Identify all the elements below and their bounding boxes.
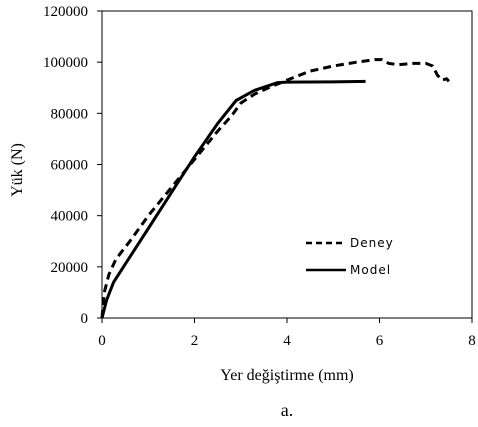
series-deney-line [100,58,451,319]
figure-caption: a. [281,400,294,420]
x-tick-label: 0 [98,333,106,349]
y-tick-label: 100000 [43,55,88,71]
y-tick-label: 120000 [43,4,88,20]
x-tick-label: 2 [191,333,199,349]
series-model-line [100,79,366,319]
plot-area [101,10,473,319]
x-tick-label: 8 [468,333,476,349]
y-tick-label: 60000 [51,158,89,174]
x-tick-label: 4 [283,333,291,349]
y-tick-label: 0 [81,311,89,327]
y-tick-label: 80000 [51,106,89,122]
x-axis-title: Yer değiştirme (mm) [220,367,353,384]
plot-frame [101,10,473,319]
x-tick-label: 6 [376,333,384,349]
legend-label-model: Model [350,263,391,277]
y-axis-title: Yük (N) [9,143,26,197]
series-lines [100,58,451,319]
legend-label-deney: Deney [350,236,394,250]
tick-labels: 0 2 4 6 8 0 20000 40000 60000 80000 100000 120000 [43,4,476,349]
y-tick-label: 40000 [51,209,89,225]
legend: Deney Model [306,236,394,277]
axis-ticks [97,10,473,323]
y-tick-label: 20000 [51,260,89,276]
